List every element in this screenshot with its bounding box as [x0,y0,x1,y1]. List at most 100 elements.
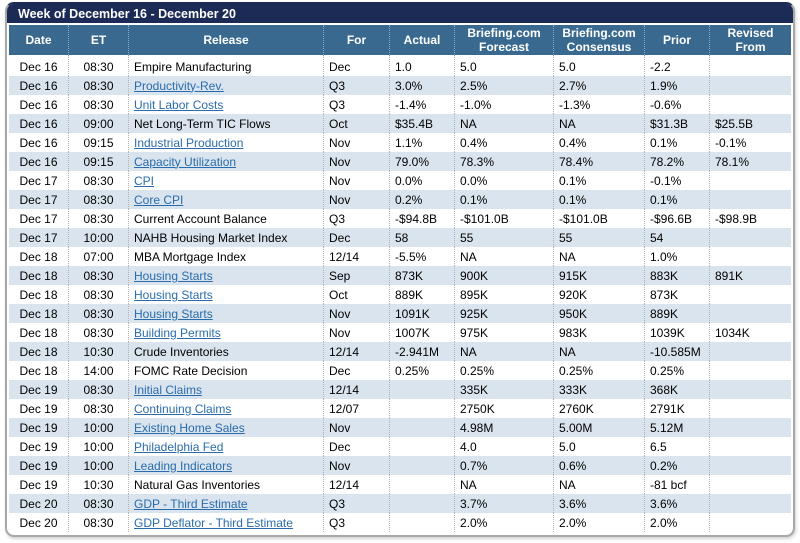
cell-actual [389,513,454,532]
cell-date: Dec 18 [19,249,58,264]
cell-date: Dec 18 [19,325,58,340]
cell-et: 14:00 [68,361,128,380]
release-link[interactable]: Housing Starts [134,287,213,302]
cell-consensus: 2.0% [553,513,644,532]
cell-revised [709,247,791,266]
cell-revised [709,456,791,475]
cell-prior: -0.1% [644,171,709,190]
col-header-briefing-consensus: Briefing.com Consensus [553,25,644,57]
release-link[interactable]: Continuing Claims [134,401,232,416]
release-link[interactable]: Productivity-Rev. [134,78,224,93]
cell-release: Empire Manufacturing [128,57,323,76]
cell-consensus: 950K [553,304,644,323]
cell-revised [709,437,791,456]
cell-forecast: 0.1% [454,190,553,209]
cell-consensus: 0.1% [553,190,644,209]
cell-for: Nov [323,418,389,437]
cell-for: Oct [323,285,389,304]
cell-for: Nov [323,152,389,171]
col-header-for: For [323,25,389,57]
cell-revised [709,475,791,494]
week-title: Week of December 16 - December 20 [18,7,236,21]
cell-revised [709,342,791,361]
release-link[interactable]: Housing Starts [134,268,213,283]
cell-et: 08:30 [68,209,128,228]
cell-date: Dec 17 [19,173,58,188]
cell-forecast: 78.3% [454,152,553,171]
release-link[interactable]: Core CPI [134,192,184,207]
cell-forecast: 0.4% [454,133,553,152]
release-link[interactable]: Philadelphia Fed [134,439,224,454]
cell-revised [709,190,791,209]
cell-forecast: 335K [454,380,553,399]
cell-for: 12/14 [323,342,389,361]
cell-date: Dec 16 [19,97,58,112]
release-link[interactable]: Industrial Production [134,135,244,150]
cell-forecast: -$101.0B [454,209,553,228]
cell-forecast: 55 [454,228,553,247]
release-link[interactable]: Unit Labor Costs [134,97,224,112]
cell-prior: 0.1% [644,190,709,209]
cell-revised [709,513,791,532]
cell-for: Q3 [323,494,389,513]
cell-release: GDP - Third Estimate [128,494,323,513]
table-row: Dec 16 09:15 Capacity Utilization Nov 79… [9,152,791,171]
table-row: Dec 19 10:00 Philadelphia Fed Dec 4.0 5.… [9,437,791,456]
cell-et: 08:30 [68,57,128,76]
cell-for: Dec [323,437,389,456]
release-link[interactable]: Capacity Utilization [134,154,237,169]
cell-revised [709,285,791,304]
cell-revised [709,76,791,95]
cell-actual [389,418,454,437]
cell-release: GDP Deflator - Third Estimate [128,513,323,532]
cell-et: 09:00 [68,114,128,133]
cell-prior: 889K [644,304,709,323]
table-row: Dec 19 10:00 Existing Home Sales Nov 4.9… [9,418,791,437]
cell-forecast: NA [454,342,553,361]
cell-for: Oct [323,114,389,133]
cell-et: 07:00 [68,247,128,266]
cell-release: FOMC Rate Decision [128,361,323,380]
release-link[interactable]: Existing Home Sales [134,420,245,435]
table-row: Dec 19 10:00 Leading Indicators Nov 0.7%… [9,456,791,475]
release-link[interactable]: GDP - Third Estimate [134,496,248,511]
release-link[interactable]: Leading Indicators [134,458,233,473]
release-link[interactable]: GDP Deflator - Third Estimate [134,515,293,530]
col-header-revised-from: Revised From [709,25,791,57]
release-link[interactable]: Initial Claims [134,382,203,397]
cell-consensus: 0.25% [553,361,644,380]
col-header-release: Release [128,25,323,57]
table-row: Dec 19 10:30 Natural Gas Inventories 12/… [9,475,791,494]
cell-et: 08:30 [68,190,128,209]
cell-release: Current Account Balance [128,209,323,228]
col-header-actual: Actual [389,25,454,57]
cell-et: 08:30 [68,513,128,532]
release-link[interactable]: CPI [134,173,155,188]
release-link[interactable]: Housing Starts [134,306,213,321]
table-row: Dec 18 14:00 FOMC Rate Decision Dec 0.25… [9,361,791,380]
cell-prior: $31.3B [644,114,709,133]
table-row: Dec 19 08:30 Continuing Claims 12/07 275… [9,399,791,418]
cell-actual: 0.25% [389,361,454,380]
cell-consensus: 78.4% [553,152,644,171]
cell-consensus: NA [553,247,644,266]
cell-for: Nov [323,323,389,342]
table-row: Dec 17 08:30 Core CPI Nov 0.2% 0.1% 0.1%… [9,190,791,209]
cell-et: 09:15 [68,152,128,171]
cell-actual: 0.2% [389,190,454,209]
table-row: Dec 20 08:30 GDP Deflator - Third Estima… [9,513,791,532]
col-header-date: Date [9,25,68,57]
cell-consensus: NA [553,114,644,133]
cell-actual [389,456,454,475]
cell-prior: 1.9% [644,76,709,95]
col-header-et: ET [68,25,128,57]
cell-date: Dec 18 [19,344,58,359]
table-row: Dec 16 08:30 Unit Labor Costs Q3 -1.4% -… [9,95,791,114]
week-title-bar: Week of December 16 - December 20 [7,4,793,25]
cell-release: Existing Home Sales [128,418,323,437]
cell-et: 09:15 [68,133,128,152]
cell-forecast: 3.7% [454,494,553,513]
release-link[interactable]: Building Permits [134,325,221,340]
cell-prior: 883K [644,266,709,285]
cell-revised [709,171,791,190]
